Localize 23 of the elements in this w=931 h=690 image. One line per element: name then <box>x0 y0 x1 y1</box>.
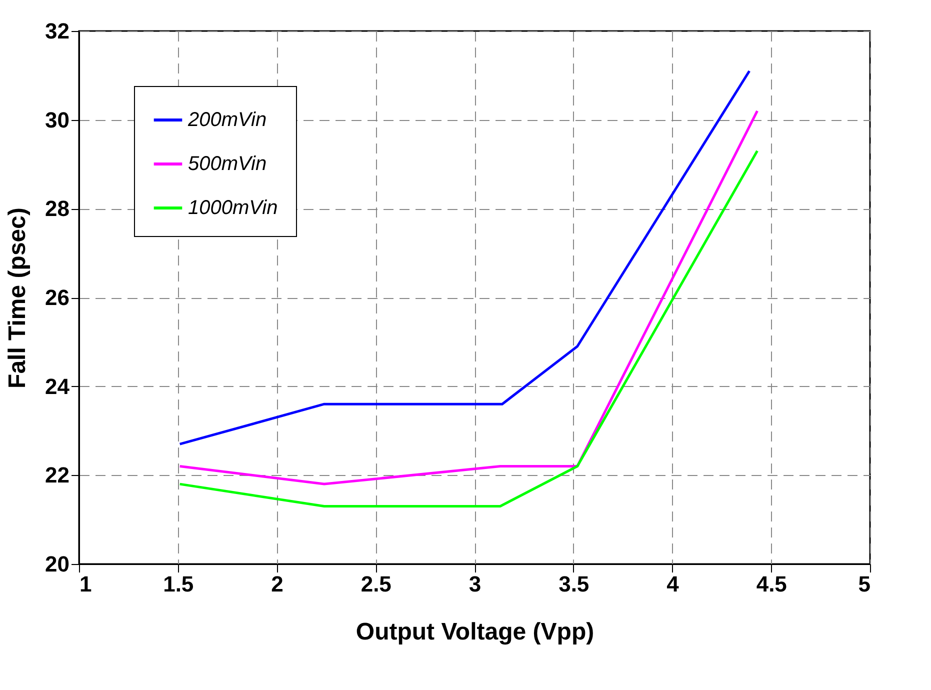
y-tick-label: 24 <box>45 374 70 399</box>
y-tick-label: 28 <box>45 196 70 222</box>
x-tick-label: 3.5 <box>558 572 590 596</box>
x-tick-label: 1.5 <box>163 572 194 596</box>
x-tick-label: 2 <box>271 572 284 596</box>
x-tick-label: 1 <box>80 572 92 596</box>
y-tick-label: 20 <box>45 552 70 576</box>
x-tick-label: 3 <box>468 572 482 596</box>
y-tick-label: 22 <box>45 462 70 488</box>
legend-label: 200mVin <box>187 109 267 131</box>
line-series <box>178 150 759 508</box>
y-tick-label: 32 <box>45 18 70 44</box>
line-series <box>178 70 751 446</box>
y-tick-label: 26 <box>45 285 70 310</box>
x-tick-label: 4 <box>666 572 680 596</box>
x-tick-label: 5 <box>858 572 870 596</box>
y-tick-label: 30 <box>45 107 70 132</box>
x-axis-title: Output Voltage (Vpp) <box>356 618 594 646</box>
legend-label: 500mVin <box>188 153 267 175</box>
y-axis-title: Fall Time (psec) <box>4 208 32 388</box>
legend-label: 1000mVin <box>188 197 278 219</box>
x-tick-label: 4.5 <box>756 572 787 596</box>
x-tick-label: 2.5 <box>360 572 392 596</box>
